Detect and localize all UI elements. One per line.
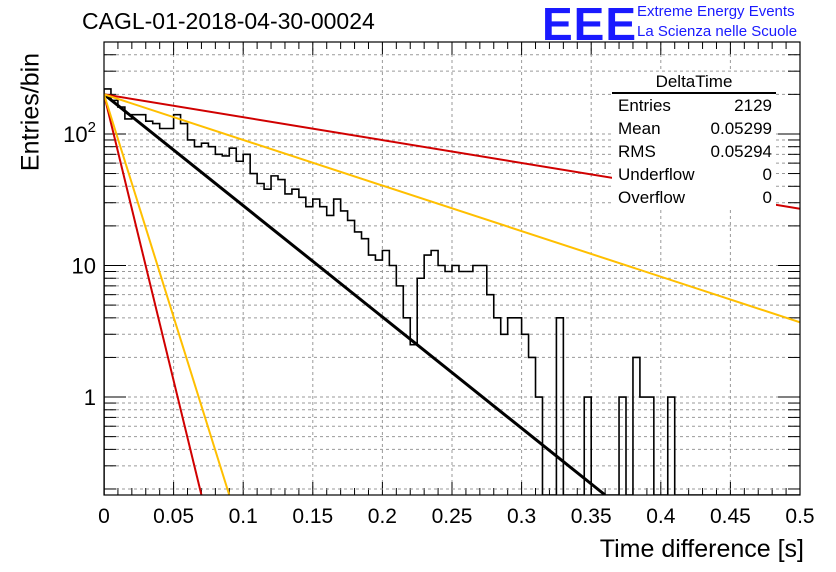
x-tick-label: 0.3 (507, 505, 536, 528)
y-tick-label: 1 (84, 385, 96, 410)
x-tick-label: 0.2 (368, 505, 397, 528)
stats-label: Mean (618, 119, 661, 138)
stats-value: 0.05299 (710, 119, 772, 138)
stats-label: Overflow (618, 188, 686, 207)
histogram-bars (104, 88, 800, 495)
stats-row: RMS 0.05294 (612, 140, 776, 163)
fit-line (104, 93, 607, 495)
x-tick-label: 0.45 (710, 505, 751, 528)
x-tick-label: 0 (98, 505, 110, 528)
stats-value: 0.05294 (710, 142, 772, 161)
stats-row: Mean 0.05299 (612, 117, 776, 140)
x-tick-label: 0.15 (292, 505, 333, 528)
stats-label: Entries (618, 96, 671, 115)
y-tick-label: 102 (63, 119, 96, 147)
stats-row: Underflow 0 (612, 163, 776, 186)
x-tick-label: 0.05 (153, 505, 194, 528)
y-axis-label: Entries/bin (16, 52, 45, 172)
fit-line (104, 93, 800, 324)
fit-line (104, 94, 203, 495)
logo-tagline-1: Extreme Energy Events (637, 3, 795, 20)
x-tick-label: 0.25 (432, 505, 473, 528)
x-tick-label: 0.5 (785, 505, 814, 528)
x-tick-label: 0.35 (571, 505, 612, 528)
stats-box: DeltaTime Entries 2129 Mean 0.05299 RMS … (612, 72, 776, 209)
y-tick-label: 10 (72, 253, 96, 278)
eee-logo: EEE (542, 0, 638, 50)
plot-frame (103, 41, 801, 496)
x-axis-label: Time difference [s] (599, 535, 804, 563)
x-tick-label: 0.4 (646, 505, 676, 528)
stats-row: Entries 2129 (612, 94, 776, 117)
stats-label: RMS (618, 142, 656, 161)
x-tick-label: 0.1 (229, 505, 258, 528)
stats-value: 0 (762, 165, 772, 184)
stats-value: 2129 (734, 96, 772, 115)
logo-tagline-2: La Scienza nelle Scuole (637, 23, 798, 40)
fit-line (104, 94, 231, 495)
stats-title: DeltaTime (612, 72, 776, 94)
stats-value: 0 (762, 188, 772, 207)
stats-row: Overflow 0 (612, 186, 776, 209)
stats-label: Underflow (618, 165, 695, 184)
chart-title: CAGL-01-2018-04-30-00024 (82, 8, 375, 34)
